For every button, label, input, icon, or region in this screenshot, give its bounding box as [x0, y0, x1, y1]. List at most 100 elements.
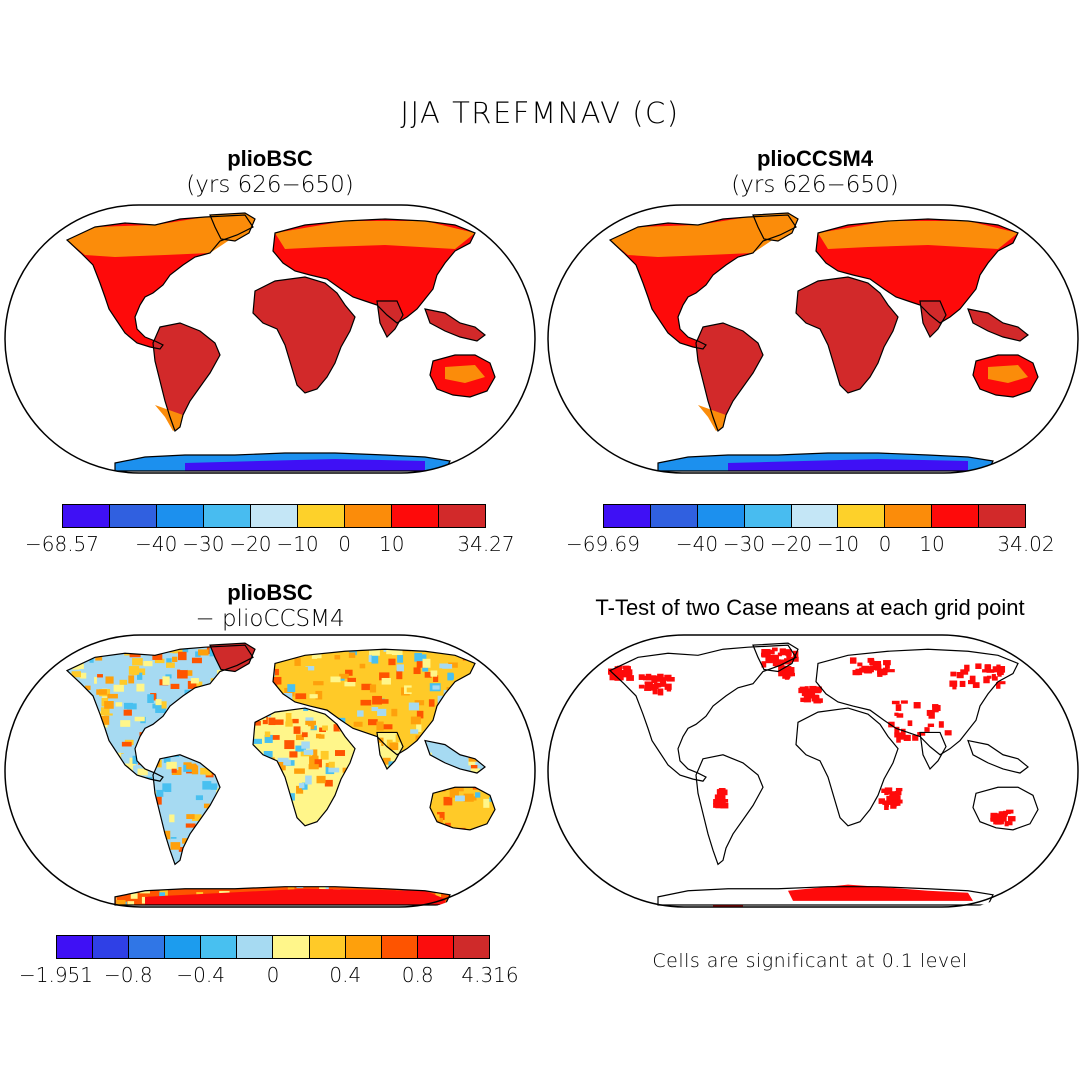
panel-4-heading: T-Test of two Case means at each grid po… [540, 595, 1080, 621]
colorbar-tick-label: 0 [338, 532, 352, 556]
colorbar-tick-label: 34.27 [457, 532, 515, 556]
map-panel-difference [4, 634, 536, 908]
map-content [608, 212, 1039, 472]
coastline-eurasia [272, 218, 476, 324]
map-frame [547, 204, 1079, 474]
land-india [920, 301, 946, 337]
coastline-northAmerica [608, 644, 797, 782]
colorbar-swatch [932, 505, 980, 527]
panel-2-subtitle: (yrs 626−650) [731, 172, 899, 198]
colorbar-tick-label: −0.4 [176, 963, 225, 987]
panel-3-heading: plioBSC − plioCCSM4 [120, 580, 420, 632]
panel-3-subtitle: − plioCCSM4 [195, 606, 345, 632]
colorbar-swatch [157, 505, 204, 527]
coastline-northAmerica [65, 644, 254, 782]
coastline-seAsia [424, 308, 486, 342]
colorbar-tick-label: −68.57 [24, 532, 100, 556]
colorbar-swatch [604, 505, 651, 527]
colorbar-tick-label: −69.69 [565, 532, 641, 556]
land-seAsia [968, 309, 1028, 341]
panel-3-title: plioBSC [227, 580, 313, 605]
colorbar-tick-label: −20 [769, 532, 813, 556]
land-africa [796, 277, 898, 393]
map-frame [4, 204, 536, 474]
coastline-eurasia [815, 648, 1019, 756]
map-content [608, 642, 1039, 907]
colorbar-tick-label: −20 [229, 532, 272, 556]
colorbar-tick-label: −30 [722, 532, 766, 556]
coastline-australia [429, 354, 496, 398]
coastline-greenland [209, 212, 256, 242]
colorbar-swatch [453, 936, 489, 958]
map-content [65, 212, 496, 472]
colorbar-swatch [93, 936, 130, 958]
coastline-antarctica [114, 886, 451, 906]
coastline-africa [795, 707, 899, 827]
colorbar-tick-label: 0 [266, 963, 280, 987]
colorbar-tick-label: −0.8 [104, 963, 153, 987]
colorbar-swatch [697, 505, 745, 527]
coastline-africa [795, 276, 899, 394]
coastline-india [919, 731, 947, 770]
map-frame [547, 634, 1079, 908]
colorbar-swatch [251, 505, 298, 527]
panel-1-subtitle: (yrs 626−650) [186, 172, 354, 198]
colorbar-swatch [650, 505, 698, 527]
panel-2-title: plioCCSM4 [756, 146, 874, 171]
map-panel-pliobsc [4, 204, 536, 474]
panel-2-heading: plioCCSM4 (yrs 626−650) [665, 146, 965, 198]
coastline-india [376, 731, 404, 770]
coastline-australia [972, 786, 1039, 831]
colorbar-tick-label: −40 [135, 532, 178, 556]
colorbar-swatch [439, 505, 485, 527]
coastline-greenland [209, 642, 256, 673]
colorbar-difference [56, 935, 490, 959]
coastline-seAsia [967, 739, 1029, 774]
land-southAmerica [696, 323, 763, 431]
coastline-northAmerica [65, 214, 254, 350]
colorbar-swatch [838, 505, 886, 527]
colorbar-tick-label: 0 [878, 532, 892, 556]
coastline-antarctica [657, 452, 994, 472]
colorbar-swatch [885, 505, 933, 527]
coastline-southAmerica [152, 754, 221, 866]
land-southAmerica [153, 323, 220, 431]
colorbar-swatch [791, 505, 839, 527]
colorbar-swatch [345, 505, 392, 527]
land-india [377, 301, 403, 337]
coastline-eurasia [815, 218, 1019, 324]
colorbar-swatch [273, 936, 310, 958]
colorbar-tick-label: 4.316 [461, 963, 519, 987]
map-panel-ttest [547, 634, 1079, 908]
colorbar-swatch [129, 936, 166, 958]
colorbar-tick-label: −30 [182, 532, 225, 556]
colorbar-tick-label: 10 [379, 532, 405, 556]
colorbar-swatch [57, 936, 94, 958]
colorbar-tick-label: 0.4 [329, 963, 362, 987]
colorbar-tick-label: 10 [919, 532, 945, 556]
colorbar-swatch [237, 936, 274, 958]
significance-footnote: Cells are significant at 0.1 level [652, 950, 968, 972]
colorbar-tick-label: −40 [675, 532, 719, 556]
colorbar-tick-label: −10 [276, 532, 319, 556]
coastline-southAmerica [152, 322, 221, 432]
coastline-seAsia [967, 308, 1029, 342]
coastline-antarctica [657, 886, 994, 906]
coastline-greenland [752, 642, 799, 673]
panel-1-heading: plioBSC (yrs 626−650) [120, 146, 420, 198]
colorbar-pliobsc [62, 504, 486, 528]
coastline-southAmerica [695, 754, 764, 866]
coastline-greenland [752, 212, 799, 242]
colorbar-swatch [110, 505, 157, 527]
colorbar-swatch [392, 505, 439, 527]
colorbar-tick-label: 0.8 [401, 963, 434, 987]
colorbar-tick-label: −1.951 [18, 963, 94, 987]
colorbar-swatch [744, 505, 792, 527]
coastline-seAsia [424, 739, 486, 774]
coastline-northAmerica [608, 214, 797, 350]
map-panel-pliocc-sm4 [547, 204, 1079, 474]
land-africa [253, 277, 355, 393]
coastline-eurasia [272, 648, 476, 756]
colorbar-swatch [345, 936, 382, 958]
colorbar-swatch [417, 936, 454, 958]
